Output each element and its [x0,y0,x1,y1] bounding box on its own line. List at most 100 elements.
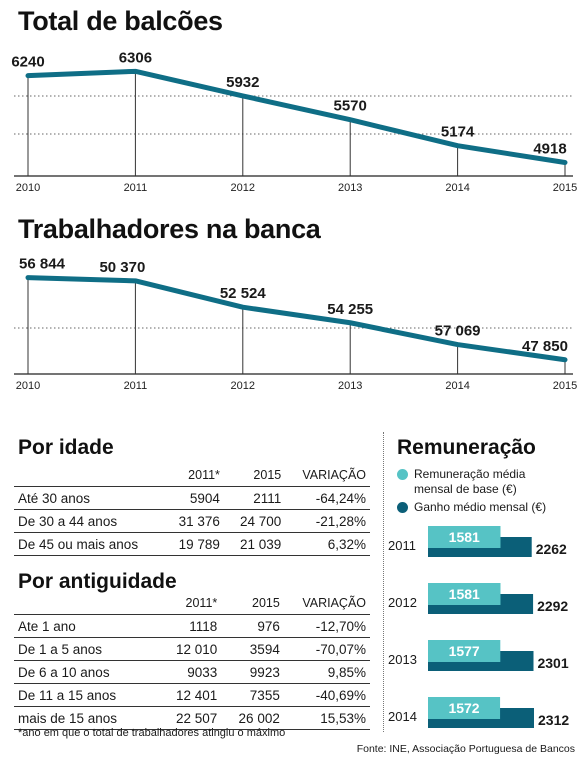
divider [383,432,384,732]
category-label-2014: 2014 [388,709,417,724]
header-row: 2011* 2015 VARIAÇÃO [14,464,370,487]
table-idade: 2011* 2015 VARIAÇÃO Até 30 anos 5904 2111 -64,… [14,464,370,556]
column-header: VARIAÇÃO [302,596,366,610]
legend-item-base: Remuneração média mensal de base (€) [397,467,564,497]
cell-value: -12,70% [283,614,370,638]
x-tick-label-2014: 2014 [445,380,469,392]
data-label-2013: 5570 [334,98,367,115]
cell-value: 3594 [221,637,284,661]
chart-title-trabalhadores: Trabalhadores na banca [18,214,321,244]
category-label-2013: 2013 [388,652,417,667]
bar-label-ganho-2014: 2312 [538,712,569,728]
cell-value: 22 507 [157,706,222,730]
column-header: 2015 [253,468,282,482]
column-header: 2011* [185,596,218,610]
cell-value: 1118 [157,614,222,638]
x-tick-label-2010: 2010 [16,380,40,392]
legend-label-base: Remuneração média mensal de base (€) [414,467,526,496]
x-tick-label-2010: 2010 [16,182,40,194]
cell-value: 15,53% [283,706,370,730]
table-row: mais de 15 anos 22 507 26 002 15,53% [14,706,370,730]
line-chart-trabalhadores: 2010 2011 2012 2013 2014 2015 56 844 50 370 52 5… [14,256,577,392]
cell-value: 21 039 [223,532,286,556]
cell-value: 7355 [221,683,284,707]
cell-value: 12 010 [157,637,222,661]
cell-value: 19 789 [161,532,224,556]
section-title-antiguidade: Por antiguidade [18,570,177,593]
x-tick-label-2011: 2011 [124,182,148,194]
series-line [25,68,568,166]
cell-value: 26 002 [221,706,284,730]
x-tick-label-2015: 2015 [553,182,577,194]
cell-value: 976 [221,614,284,638]
bar-label-ganho-2011: 2262 [536,541,567,557]
column-header: VARIAÇÃO [302,468,366,482]
cell-value: 24 700 [223,509,286,533]
x-tick-label-2012: 2012 [231,380,255,392]
table-row: De 1 a 5 anos 12 010 3594 -70,07% [14,637,370,661]
x-tick-label-2015: 2015 [553,380,577,392]
legend-dot-dark [397,502,408,513]
x-tick-label-2013: 2013 [338,182,362,194]
bar-label-base-2012: 1581 [449,586,480,602]
row-label: Ate 1 ano [14,614,158,638]
category-label-2011: 2011 [388,538,416,553]
table-row: Ate 1 ano 1118 976 -12,70% [14,614,370,638]
table-row: De 11 a 15 anos 12 401 7355 -40,69% [14,683,370,707]
x-tick-label-2012: 2012 [231,182,255,194]
chart-title-balcoes: Total de balcões [18,6,223,36]
cell-value: 5904 [161,486,224,510]
data-label-2012: 5932 [226,74,259,91]
bar-chart-remuneracao: 2011 1581 2262 2012 1581 2292 2013 1577 2301 2014… [388,526,569,728]
bar-base-2011 [428,526,501,548]
bar-base-2014 [428,697,501,719]
row-label: Até 30 anos [14,486,162,510]
legend-item-ganho: Ganho médio mensal (€) [397,500,546,515]
data-label-2014: 57 069 [435,323,481,340]
row-label: De 6 a 10 anos [14,660,158,684]
cell-value: 6,32% [285,532,370,556]
data-label-2015: 4918 [533,141,566,158]
data-label-2013: 54 255 [327,301,373,318]
table-row: De 45 ou mais anos 19 789 21 039 6,32% [14,532,370,556]
column-header: 2011* [188,468,220,482]
category-label-2012: 2012 [388,595,417,610]
section-title-idade: Por idade [18,436,114,459]
row-label: De 30 a 44 anos [14,509,162,533]
x-tick-label-2014: 2014 [445,182,469,194]
column-header [14,464,161,487]
table-row: Até 30 anos 5904 2111 -64,24% [14,486,370,510]
cell-value: -64,24% [285,486,370,510]
column-header [14,592,157,615]
x-tick-label-2011: 2011 [124,380,148,392]
x-tick-label-2013: 2013 [338,380,362,392]
footnote: *ano em que o total de trabalhadores ati… [18,727,286,739]
row-label: De 11 a 15 anos [14,683,158,707]
data-label-2015: 47 850 [522,338,568,355]
row-label: De 45 ou mais anos [14,532,162,556]
data-label-2010: 56 844 [19,256,66,273]
cell-value: 12 401 [157,683,222,707]
series-line [25,275,568,363]
bar-label-base-2011: 1581 [449,529,480,545]
table-row: De 30 a 44 anos 31 376 24 700 -21,28% [14,509,370,533]
legend-label-ganho: Ganho médio mensal (€) [414,500,547,514]
cell-value: -40,69% [283,683,370,707]
bar-label-base-2014: 1572 [448,700,479,716]
row-label: mais de 15 anos [14,706,158,730]
data-label-2011: 6306 [119,49,152,66]
legend-dot-light [397,469,408,480]
cell-value: 31 376 [161,509,224,533]
column-header: 2015 [252,596,280,610]
section-title-remuneracao: Remuneração [397,436,536,459]
data-label-2010: 6240 [11,54,44,71]
bar-base-2013 [428,640,501,662]
header-row: 2011* 2015 VARIAÇÃO [14,592,370,615]
data-label-2014: 5174 [441,124,475,141]
cell-value: 9,85% [283,660,370,684]
bar-label-ganho-2012: 2292 [537,598,568,614]
cell-value: 9923 [221,660,284,684]
cell-value: 9033 [157,660,222,684]
cell-value: -70,07% [283,637,370,661]
bar-label-base-2013: 1577 [449,643,480,659]
